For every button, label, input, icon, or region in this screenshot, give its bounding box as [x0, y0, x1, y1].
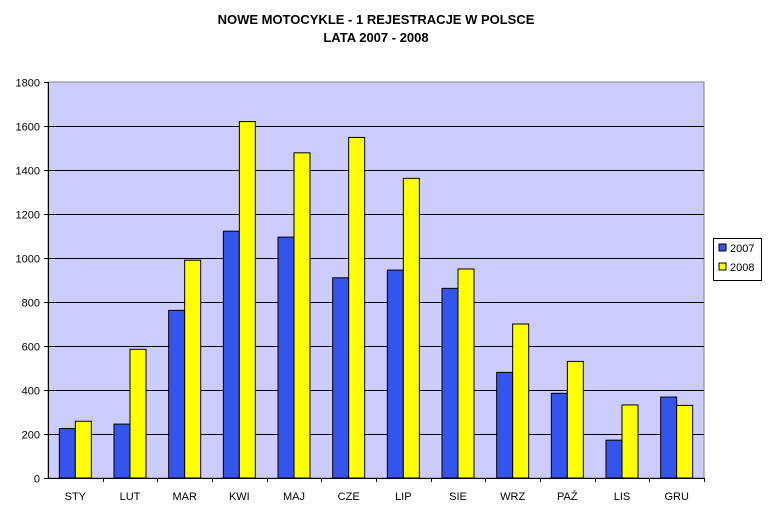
bar-2008-PAŹ — [566, 360, 584, 479]
bar-2008-GRU — [676, 404, 694, 479]
y-tick-label: 1000 — [16, 254, 40, 266]
legend-swatch-2007 — [718, 243, 727, 252]
bar-2008-KWI — [238, 121, 256, 479]
bar-2007-LUT — [113, 423, 131, 479]
x-tick-label: LIS — [614, 491, 631, 503]
bar-2007-GRU — [660, 396, 678, 479]
bar-2007-CZE — [332, 277, 350, 479]
bar-2007-MAR — [168, 309, 186, 479]
x-tick-label: WRZ — [500, 491, 525, 503]
bar-2007-STY — [58, 428, 76, 479]
legend-label-2007: 2007 — [730, 243, 754, 255]
bar-2007-WRZ — [496, 371, 514, 479]
bar-2008-LIS — [621, 404, 639, 479]
chart-title: NOWE MOTOCYKLE - 1 REJESTRACJE W POLSCE — [217, 12, 535, 27]
bar-2008-LIP — [402, 177, 420, 479]
y-tick-label: 1800 — [16, 78, 40, 90]
x-tick-label: KWI — [229, 491, 250, 503]
y-tick-label: 1400 — [16, 166, 40, 178]
x-tick-label: LIP — [395, 491, 412, 503]
x-tick-label: MAJ — [283, 491, 305, 503]
legend-label-2008: 2008 — [730, 262, 754, 274]
bar-2007-PAŹ — [550, 392, 568, 479]
chart-subtitle: LATA 2007 - 2008 — [323, 30, 429, 45]
bar-2008-MAR — [184, 259, 202, 479]
y-tick-label: 600 — [22, 342, 40, 354]
y-tick-label: 800 — [22, 298, 40, 310]
y-tick-label: 400 — [22, 386, 40, 398]
bar-2007-SIE — [441, 287, 459, 479]
bar-2008-SIE — [457, 268, 475, 479]
bar-2008-MAJ — [293, 152, 311, 479]
y-tick-label: 1600 — [16, 122, 40, 134]
bar-2008-WRZ — [512, 323, 530, 479]
y-tick-label: 0 — [34, 474, 40, 486]
bar-2008-LUT — [129, 348, 147, 479]
x-tick-label: CZE — [338, 491, 360, 503]
x-tick-label: SIE — [449, 491, 467, 503]
y-tick-label: 200 — [22, 430, 40, 442]
plot-area — [47, 81, 705, 479]
bar-2007-MAJ — [277, 236, 295, 479]
bar-2008-CZE — [348, 136, 366, 479]
y-tick-label: 1200 — [16, 210, 40, 222]
bar-2007-KWI — [222, 230, 240, 479]
bar-2007-LIP — [386, 269, 404, 479]
bar-2008-STY — [74, 420, 92, 479]
legend-swatch-2008 — [718, 262, 727, 271]
x-tick-label: MAR — [172, 491, 197, 503]
bar-2007-LIS — [605, 439, 623, 479]
x-tick-label: STY — [65, 491, 87, 503]
x-tick-label: PAŹ — [557, 490, 578, 503]
x-tick-label: GRU — [664, 491, 689, 503]
x-tick-label: LUT — [120, 491, 141, 503]
